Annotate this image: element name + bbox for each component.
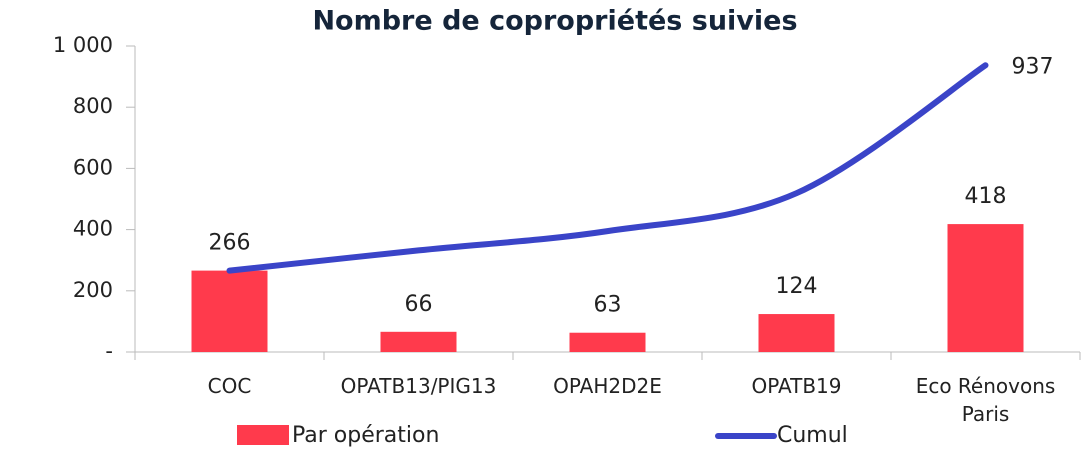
y-tick-label: 800 [73,94,113,118]
data-label: 66 [405,292,433,317]
line [226,62,989,274]
y-tick-label: 400 [73,217,113,241]
legend-label: Cumul [777,423,848,448]
x-tick-label: OPATB19 [751,374,842,398]
y-tick-label: - [105,339,113,363]
data-label: 937 [1012,54,1054,79]
data-label: 63 [594,293,622,318]
data-label: 418 [965,184,1007,209]
x-tick-label: Eco Rénovons Paris [915,374,1056,426]
y-tick-label: 200 [73,278,113,302]
bar [380,331,457,352]
y-tick-label: 600 [73,155,113,179]
bar [569,332,646,352]
x-tick-label: OPATB13/PIG13 [340,374,497,398]
bar [947,224,1024,352]
x-tick-label: COC [207,374,252,398]
data-label: 266 [209,231,251,256]
bar [191,270,268,352]
legend-label: Par opération [292,423,439,448]
data-label: 124 [776,274,818,299]
x-tick-label: OPAH2D2E [553,374,662,398]
legend-swatch [237,425,289,445]
bar [758,314,835,352]
y-tick-label: 1 000 [53,33,113,57]
chart-title: Nombre de copropriétés suivies [312,6,797,37]
